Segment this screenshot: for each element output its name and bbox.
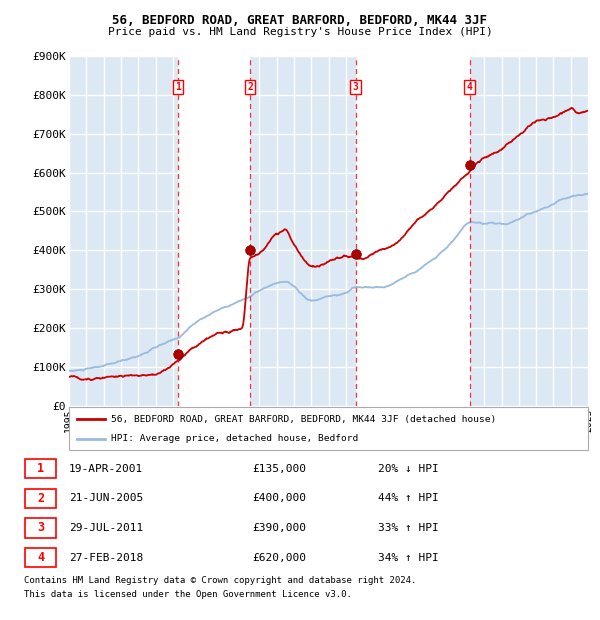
Text: 3: 3 — [353, 82, 359, 92]
Text: 33% ↑ HPI: 33% ↑ HPI — [378, 523, 439, 533]
Text: £390,000: £390,000 — [252, 523, 306, 533]
FancyBboxPatch shape — [25, 459, 56, 478]
Text: 4: 4 — [467, 82, 473, 92]
FancyBboxPatch shape — [69, 407, 588, 450]
FancyBboxPatch shape — [25, 489, 56, 508]
Text: £620,000: £620,000 — [252, 553, 306, 563]
Text: This data is licensed under the Open Government Licence v3.0.: This data is licensed under the Open Gov… — [24, 590, 352, 599]
Text: 1: 1 — [37, 462, 44, 475]
Text: 2: 2 — [247, 82, 253, 92]
Text: 34% ↑ HPI: 34% ↑ HPI — [378, 553, 439, 563]
Text: 56, BEDFORD ROAD, GREAT BARFORD, BEDFORD, MK44 3JF: 56, BEDFORD ROAD, GREAT BARFORD, BEDFORD… — [113, 14, 487, 27]
Text: 2: 2 — [37, 492, 44, 505]
Bar — [250, 56, 356, 406]
Bar — [178, 56, 250, 406]
Text: 44% ↑ HPI: 44% ↑ HPI — [378, 494, 439, 503]
FancyBboxPatch shape — [25, 518, 56, 538]
Text: 20% ↓ HPI: 20% ↓ HPI — [378, 464, 439, 474]
Text: 29-JUL-2011: 29-JUL-2011 — [69, 523, 143, 533]
Text: 3: 3 — [37, 521, 44, 534]
Text: HPI: Average price, detached house, Bedford: HPI: Average price, detached house, Bedf… — [110, 435, 358, 443]
Text: £135,000: £135,000 — [252, 464, 306, 474]
FancyBboxPatch shape — [25, 548, 56, 567]
Text: Contains HM Land Registry data © Crown copyright and database right 2024.: Contains HM Land Registry data © Crown c… — [24, 576, 416, 585]
Text: 27-FEB-2018: 27-FEB-2018 — [69, 553, 143, 563]
Text: 4: 4 — [37, 551, 44, 564]
Text: 21-JUN-2005: 21-JUN-2005 — [69, 494, 143, 503]
Bar — [69, 56, 178, 406]
Text: 19-APR-2001: 19-APR-2001 — [69, 464, 143, 474]
Text: 56, BEDFORD ROAD, GREAT BARFORD, BEDFORD, MK44 3JF (detached house): 56, BEDFORD ROAD, GREAT BARFORD, BEDFORD… — [110, 415, 496, 423]
Bar — [470, 56, 588, 406]
Bar — [356, 56, 470, 406]
Text: £400,000: £400,000 — [252, 494, 306, 503]
Text: 1: 1 — [175, 82, 181, 92]
Text: Price paid vs. HM Land Registry's House Price Index (HPI): Price paid vs. HM Land Registry's House … — [107, 27, 493, 37]
